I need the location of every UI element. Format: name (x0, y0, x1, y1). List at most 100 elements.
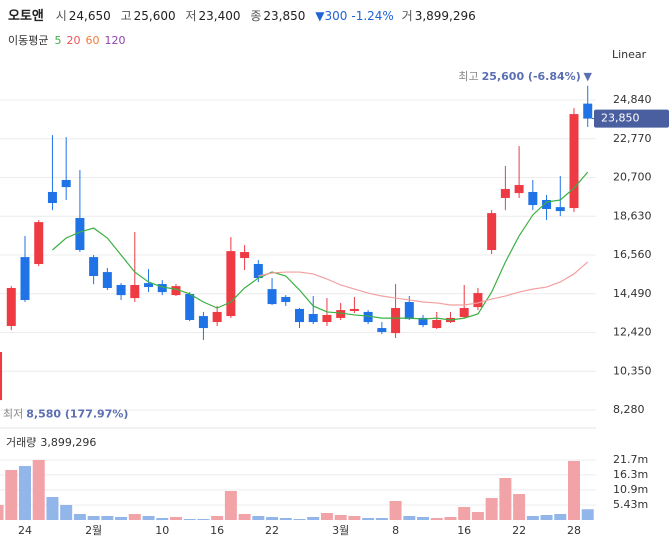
low-annotation-label: 최저 (3, 407, 23, 420)
y-tick-label: 22,770 (613, 132, 652, 145)
ma-legend-title: 이동평균 (8, 34, 48, 47)
high-value: 25,600 (133, 9, 176, 23)
volume-bar (73, 514, 86, 520)
volume-bar (403, 515, 416, 520)
candle-body (226, 251, 236, 317)
volume-bar (183, 518, 196, 520)
volume-bar (197, 518, 210, 520)
volume-bar (32, 459, 45, 520)
volume-bar (458, 506, 471, 520)
volume-bar (238, 514, 251, 520)
y-tick-label: 8,280 (613, 403, 645, 416)
candle-body (528, 191, 538, 206)
x-tick-label: 8 (392, 524, 399, 537)
volume-bar (375, 518, 388, 520)
candle-body (555, 207, 565, 212)
volume-tick-label: 5.43m (613, 498, 648, 511)
volume-bar (293, 518, 306, 520)
volume-bar (279, 518, 292, 520)
volume-bar (5, 469, 18, 520)
candle-body (500, 188, 510, 198)
volume-bar (485, 497, 498, 520)
candle-body (116, 284, 126, 296)
volume-bar (581, 509, 594, 520)
scale-toggle[interactable]: Linear (612, 48, 647, 61)
candle-body (336, 310, 346, 318)
low-value: 23,400 (198, 9, 241, 23)
candle-body (171, 286, 181, 296)
y-tick-label: 12,420 (613, 326, 652, 339)
candle-body (267, 289, 277, 305)
candle-body (308, 314, 318, 323)
x-tick-label: 22 (265, 524, 279, 537)
volume-bar (430, 518, 443, 520)
candle-body (75, 217, 85, 250)
volume-bar (444, 517, 457, 520)
candle-body (6, 287, 16, 326)
volume-bar (60, 504, 73, 520)
candle-body (377, 328, 387, 332)
candle-body (418, 317, 428, 326)
volume-bar (142, 515, 155, 520)
ma-legend-item: 20 (66, 34, 80, 47)
x-tick-label: 16 (457, 524, 471, 537)
candle-body (514, 185, 524, 194)
volume-bar (362, 518, 375, 520)
x-tick-label: 24 (18, 524, 32, 537)
volume-bar (19, 465, 31, 520)
candle-body (349, 308, 359, 312)
ma-legend-item: 60 (85, 34, 99, 47)
volume-bar (307, 517, 320, 520)
moving-average-line (258, 261, 589, 306)
y-tick-label: 20,700 (613, 171, 652, 184)
x-tick-label: 16 (210, 524, 224, 537)
candle-body (34, 222, 44, 265)
candle-body (144, 283, 154, 288)
volume-bar (389, 500, 402, 520)
x-tick-label: 2월 (85, 524, 102, 537)
y-tick-label: 14,490 (613, 287, 652, 300)
candle-body (487, 213, 497, 250)
volume-bar (540, 514, 553, 520)
open-label: 시 (55, 9, 67, 23)
x-tick-label: 10 (155, 524, 169, 537)
volume-bar (499, 477, 512, 520)
high-annotation-label: 최고 (458, 70, 478, 83)
volume-bar (526, 515, 539, 520)
candle-body (61, 179, 71, 188)
volume-tick-label: 16.3m (613, 468, 648, 481)
volume-bar (320, 512, 333, 520)
volume-label: 거 (401, 9, 413, 23)
candle-body (198, 316, 208, 329)
high-label: 고 (120, 9, 132, 23)
volume-bar (156, 518, 169, 520)
volume-bar (87, 515, 100, 520)
candle-body (212, 311, 222, 323)
candle-body (322, 314, 332, 323)
volume-bar (211, 515, 224, 520)
close-value: 23,850 (263, 9, 306, 23)
candle-body (281, 296, 291, 303)
volume-tick-label: 10.9m (613, 483, 648, 496)
candle-body (130, 284, 140, 299)
volume-value: 3,899,296 (414, 9, 476, 23)
candle-body (459, 308, 469, 317)
candle-body (47, 191, 57, 204)
volume-bar (334, 514, 347, 520)
change-pct: -1.24% (351, 9, 394, 23)
candle-body (404, 302, 414, 320)
x-tick-label: 3월 (332, 524, 349, 537)
volume-bar (0, 504, 4, 520)
x-tick-label: 22 (512, 524, 526, 537)
volume-bar (115, 517, 128, 520)
close-label: 종 (250, 9, 262, 23)
candle-body (185, 293, 195, 320)
volume-bar (266, 517, 279, 520)
stock-name: 오토앤 (8, 9, 44, 24)
volume-bar (568, 460, 580, 520)
volume-bar (128, 514, 141, 520)
candle-body (583, 103, 593, 119)
header: 오토앤 시 24,650 고 25,600 저 23,400 종 23,850 ▼300… (8, 5, 482, 24)
candle-body (102, 272, 112, 288)
volume-title-label: 거래량 (6, 436, 36, 449)
